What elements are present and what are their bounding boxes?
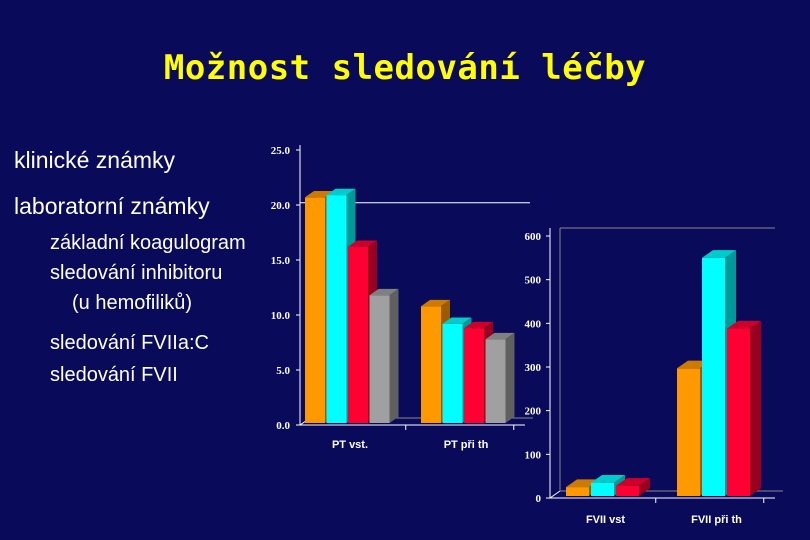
fvii-tick-label: 300 xyxy=(525,362,542,374)
bullet-clinical-signs: klinické známky xyxy=(14,147,176,173)
pt-bar-1-3-front xyxy=(485,339,506,423)
fvii-bar-1-1-front xyxy=(702,257,725,496)
fvii-tick-label: 500 xyxy=(525,275,542,287)
pt-tick-label: 25.0 xyxy=(271,145,291,157)
pt-bar-1-0-top xyxy=(421,299,450,307)
pt-bar-1-2-front xyxy=(464,328,484,423)
fvii-tick-label: 100 xyxy=(525,449,542,461)
pt-category-label: PT vst. xyxy=(332,439,368,451)
fvii-bar-0-1-top xyxy=(591,475,625,483)
fvii-bar-0-2-side xyxy=(639,478,650,496)
fvii-tick-label: 0 xyxy=(536,493,542,505)
bullet-lab-signs: laboratorní známky xyxy=(14,193,210,219)
pt-bar-1-1-front xyxy=(442,323,463,423)
pt-bar-0-2-top xyxy=(348,240,377,247)
pt-bar-0-1-top xyxy=(326,188,356,196)
pt-bar-0-2-front xyxy=(348,246,368,423)
fvii-tick-label: 600 xyxy=(525,231,542,243)
fvii-bar-1-2-top xyxy=(727,320,761,329)
pt-tick-label: 10.0 xyxy=(271,310,291,322)
fvii-floor-edge xyxy=(549,490,561,499)
pt-bar-0-3-top xyxy=(369,288,399,296)
pt-bar-1-3-top xyxy=(485,332,515,340)
slide-title: Možnost sledování léčby xyxy=(163,48,647,88)
pt-bar-1-3-side xyxy=(505,332,515,423)
fvii-bar-0-2-top xyxy=(616,478,650,486)
pt-tick-label: 15.0 xyxy=(271,255,291,267)
pt-bar-1-2-top xyxy=(464,321,493,329)
fvii-category-label: FVII vst xyxy=(586,514,625,526)
pt-bar-0-3-front xyxy=(369,295,390,423)
fvii-tick-label: 200 xyxy=(525,406,542,418)
pt-tick-label: 0.0 xyxy=(276,420,290,432)
fvii-category-label: FVII při th xyxy=(691,514,742,526)
fvii-bar-0-1-front xyxy=(591,482,614,496)
pt-tick-label: 20.0 xyxy=(271,200,291,212)
fvii-bar-0-0-front xyxy=(566,487,589,496)
fvii-bar-1-1-top xyxy=(702,250,736,258)
bullet-coagulogram: základní koagulogram xyxy=(50,232,246,254)
bullet-inhibitor: sledování inhibitoru xyxy=(50,262,223,284)
fvii-bar-1-2-side xyxy=(750,320,761,496)
fvii-bar-1-0-front xyxy=(677,368,700,496)
pt-tick-label: 5.0 xyxy=(276,365,290,377)
pt-category-label: PT při th xyxy=(444,439,489,451)
pt-bar-0-3-side xyxy=(389,288,399,423)
fvii-tick-label: 400 xyxy=(525,318,542,330)
pt-bar-0-0-front xyxy=(305,197,325,423)
pt-bar-0-1-front xyxy=(326,195,347,423)
fvii-bar-0-2-front xyxy=(616,485,639,496)
pt-bar-1-1-top xyxy=(442,317,472,324)
bullet-fviia: sledování FVIIa:C xyxy=(50,332,209,354)
fvii-bar-1-2-front xyxy=(727,328,750,496)
pt-bar-1-0-front xyxy=(421,306,441,423)
bullet-fvii: sledování FVII xyxy=(50,364,178,386)
bullet-hemophilia-note: (u hemofiliků) xyxy=(72,292,193,314)
